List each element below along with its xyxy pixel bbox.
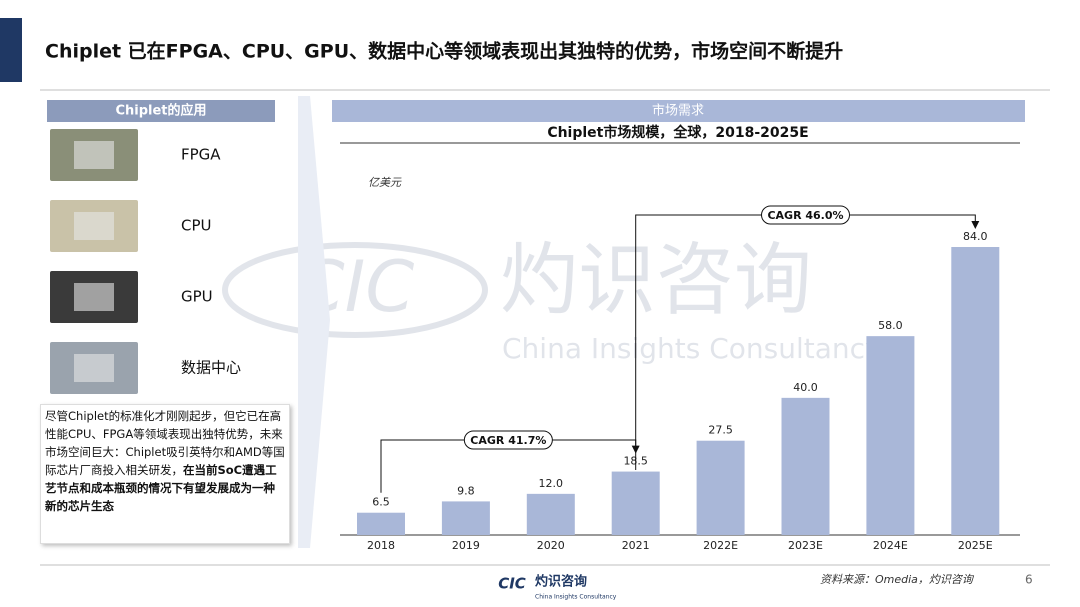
cagr-label: CAGR 46.0% bbox=[767, 209, 843, 222]
bar bbox=[357, 512, 405, 535]
value-label: 12.0 bbox=[539, 477, 564, 490]
value-label: 27.5 bbox=[708, 424, 733, 437]
watermark-name: 灼识咨询 bbox=[500, 235, 812, 325]
cagr-label: CAGR 41.7% bbox=[470, 434, 546, 447]
cagr-box bbox=[463, 430, 553, 450]
section-header-text: 市场需求 bbox=[652, 103, 704, 119]
chart-title: Chiplet市场规模，全球，2018-2025E bbox=[547, 124, 808, 141]
panel-header bbox=[47, 100, 275, 122]
accent-bar bbox=[0, 18, 22, 82]
bar bbox=[781, 397, 830, 535]
value-label: 9.8 bbox=[457, 484, 475, 497]
bar bbox=[696, 440, 745, 535]
item-image-chip bbox=[74, 283, 114, 311]
section-header bbox=[332, 100, 1025, 122]
x-tick-label: 2024E bbox=[873, 539, 908, 552]
item-image-chip bbox=[74, 141, 114, 169]
watermark-sub: China Insights Consultancy bbox=[502, 332, 882, 365]
unit-label: 亿美元 bbox=[368, 176, 402, 189]
bar bbox=[866, 336, 915, 535]
x-tick-label: 2025E bbox=[958, 539, 993, 552]
page-number: 6 bbox=[1025, 573, 1033, 587]
bar bbox=[441, 501, 490, 535]
note-bold-text: 在当前SoC遭遇工艺节点和成本瓶颈的情况下有望发展成为一种新的芯片生态 bbox=[45, 463, 277, 513]
value-label: 6.5 bbox=[372, 496, 390, 509]
item-image-chip bbox=[74, 212, 114, 240]
item-label: CPU bbox=[181, 217, 212, 235]
source: 资料来源：Omedia，灼识咨询 bbox=[820, 573, 975, 586]
x-tick-label: 2019 bbox=[452, 539, 480, 552]
bar bbox=[526, 493, 575, 535]
item-label: GPU bbox=[181, 288, 213, 306]
value-label: 58.0 bbox=[878, 319, 903, 332]
x-tick-label: 2020 bbox=[537, 539, 565, 552]
x-tick-label: 2022E bbox=[703, 539, 738, 552]
note-box: 尽管Chiplet的标准化才刚刚起步，但它已在高性能CPU、FPGA等领域表现出… bbox=[40, 404, 290, 544]
divider-chevron bbox=[298, 96, 330, 548]
panel-header-text: Chiplet的应用 bbox=[115, 103, 206, 119]
item-label: FPGA bbox=[181, 146, 221, 164]
bar bbox=[611, 471, 660, 535]
logo-mark: CIC bbox=[498, 575, 526, 593]
item-label: 数据中心 bbox=[181, 359, 241, 377]
x-tick-label: 2018 bbox=[367, 539, 395, 552]
x-tick-label: 2023E bbox=[788, 539, 823, 552]
x-tick-label: 2021 bbox=[622, 539, 650, 552]
slide-title: Chiplet 已在FPGA、CPU、GPU、数据中心等领域表现出其独特的优势，… bbox=[45, 40, 843, 63]
value-label: 84.0 bbox=[963, 230, 988, 243]
value-label: 40.0 bbox=[793, 381, 818, 394]
logo-sub: China Insights Consultancy bbox=[535, 594, 617, 601]
watermark-ring bbox=[222, 242, 488, 338]
logo-name: 灼识咨询 bbox=[535, 574, 587, 590]
item-image-chip bbox=[74, 354, 114, 382]
cagr-box bbox=[761, 205, 850, 225]
watermark: CIC 灼识咨询 China Insights Consultancy bbox=[222, 235, 882, 365]
note-text: 尽管Chiplet的标准化才刚刚起步，但它已在高性能CPU、FPGA等领域表现出… bbox=[45, 409, 285, 477]
bar bbox=[951, 247, 1000, 535]
